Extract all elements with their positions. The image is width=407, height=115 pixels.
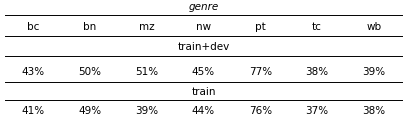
- Text: pt: pt: [255, 22, 266, 32]
- Text: genre: genre: [188, 2, 219, 12]
- Text: 39%: 39%: [135, 105, 158, 115]
- Text: 45%: 45%: [192, 66, 215, 76]
- Text: train+dev: train+dev: [177, 42, 230, 52]
- Text: train: train: [191, 86, 216, 96]
- Text: tc: tc: [312, 22, 322, 32]
- Text: 49%: 49%: [79, 105, 102, 115]
- Text: 43%: 43%: [22, 66, 45, 76]
- Text: bc: bc: [27, 22, 39, 32]
- Text: 38%: 38%: [362, 105, 385, 115]
- Text: 76%: 76%: [249, 105, 272, 115]
- Text: 37%: 37%: [305, 105, 328, 115]
- Text: 44%: 44%: [192, 105, 215, 115]
- Text: 77%: 77%: [249, 66, 272, 76]
- Text: 39%: 39%: [362, 66, 385, 76]
- Text: mz: mz: [139, 22, 155, 32]
- Text: 50%: 50%: [79, 66, 102, 76]
- Text: 51%: 51%: [135, 66, 158, 76]
- Text: bn: bn: [83, 22, 97, 32]
- Text: 41%: 41%: [22, 105, 45, 115]
- Text: 38%: 38%: [305, 66, 328, 76]
- Text: wb: wb: [366, 22, 381, 32]
- Text: nw: nw: [196, 22, 211, 32]
